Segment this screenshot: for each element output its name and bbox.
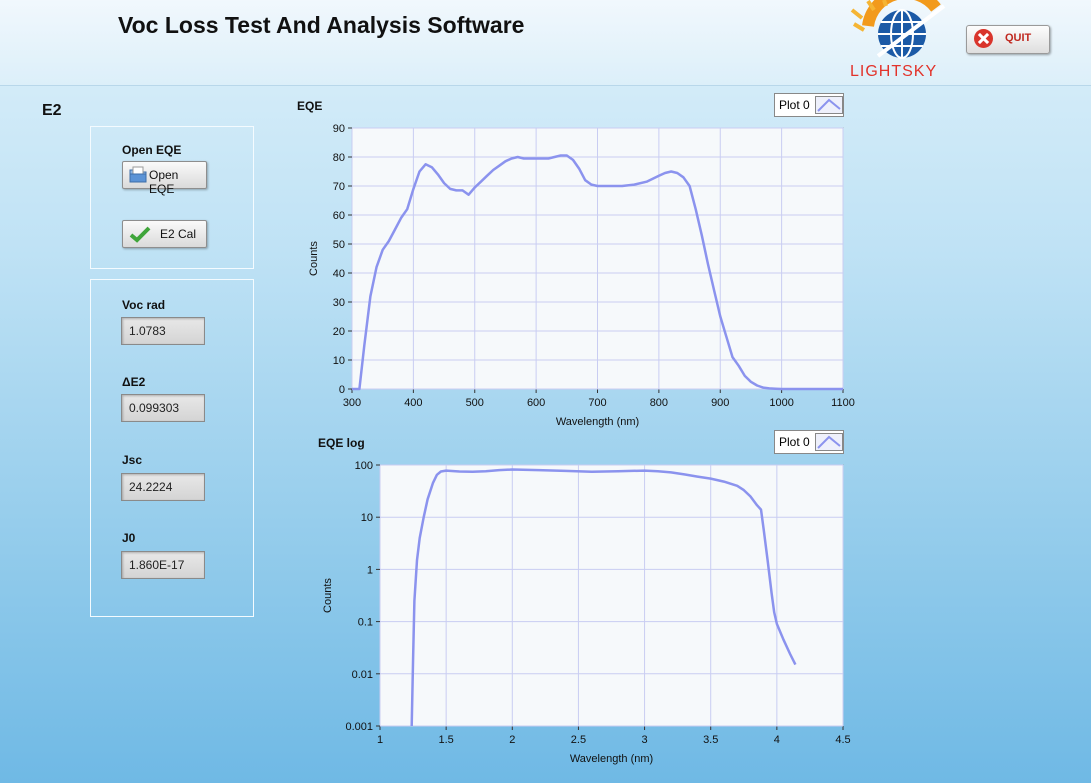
x-tick-label: 4.5 (835, 734, 850, 746)
open-eqe-button[interactable]: Open EQE (122, 161, 207, 196)
checkmark-icon (129, 226, 151, 243)
header-bar: Voc Loss Test And Analysis Software LIGH… (0, 0, 1091, 86)
y-axis-label: Counts (322, 578, 334, 613)
jsc-value: 24.2224 (129, 480, 173, 494)
y-tick-label: 0.01 (352, 669, 373, 681)
y-axis-label: Counts (308, 241, 320, 276)
close-icon (974, 29, 993, 48)
open-eqe-label: Open EQE (122, 143, 182, 157)
lightsky-logo (850, 0, 946, 59)
x-tick-label: 900 (711, 397, 729, 409)
x-tick-label: 700 (588, 397, 606, 409)
x-tick-label: 1.5 (438, 734, 453, 746)
y-tick-label: 60 (333, 210, 345, 222)
x-tick-label: 400 (404, 397, 422, 409)
e2-cal-button[interactable]: E2 Cal (122, 220, 207, 248)
voc-rad-indicator: 1.0783 (121, 317, 205, 345)
results-group (90, 279, 254, 617)
quit-button[interactable]: QUIT (966, 25, 1050, 54)
x-tick-label: 2 (509, 734, 515, 746)
logo-text: LIGHTSKY (850, 63, 938, 80)
y-tick-label: 10 (361, 512, 373, 524)
j0-indicator: 1.860E-17 (121, 551, 205, 579)
x-tick-label: 500 (466, 397, 484, 409)
e2-cal-button-label: E2 Cal (160, 227, 197, 241)
y-tick-label: 80 (333, 152, 345, 164)
y-tick-label: 1 (367, 564, 373, 576)
app-title: Voc Loss Test And Analysis Software (118, 12, 525, 38)
plot-area (379, 464, 844, 727)
eqe-log-plot-legend[interactable]: Plot 0 (774, 430, 844, 454)
delta-e2-label: ΔE2 (122, 375, 146, 389)
y-tick-label: 20 (333, 326, 345, 338)
x-axis-label: Wavelength (nm) (570, 753, 653, 765)
x-tick-label: 1 (377, 734, 383, 746)
y-tick-label: 30 (333, 297, 345, 309)
line-style-icon (815, 433, 843, 451)
x-tick-label: 600 (527, 397, 545, 409)
y-tick-label: 0 (339, 384, 345, 396)
quit-label: QUIT (1005, 32, 1032, 44)
x-axis-label: Wavelength (nm) (556, 416, 639, 428)
delta-e2-value: 0.099303 (129, 401, 180, 415)
x-tick-label: 2.5 (571, 734, 586, 746)
y-tick-label: 0.1 (358, 617, 373, 629)
x-tick-label: 3.5 (703, 734, 718, 746)
eqe-log-graph-title: EQE log (318, 436, 365, 450)
eqe-log-chart[interactable]: 1 1.5 2 2.5 3 3.5 4 4.5 0.001 0.01 0.1 1 10 100 Wavele… (296, 455, 866, 769)
open-eqe-button-label: Open EQE (149, 168, 179, 196)
x-tick-label: 800 (650, 397, 668, 409)
x-tick-label: 1100 (831, 397, 855, 409)
y-tick-label: 10 (333, 355, 345, 367)
x-tick-label: 300 (343, 397, 361, 409)
line-style-icon (815, 96, 843, 114)
eqe-graph-title: EQE (297, 99, 323, 113)
eqe-log-legend-label: Plot 0 (779, 435, 810, 449)
j0-value: 1.860E-17 (129, 558, 185, 572)
jsc-label: Jsc (122, 453, 143, 467)
voc-rad-label: Voc rad (122, 298, 166, 312)
y-tick-label: 50 (333, 239, 345, 251)
series-line (410, 468, 797, 727)
eqe-legend-label: Plot 0 (779, 98, 810, 112)
y-tick-label: 0.001 (345, 721, 373, 733)
control-group (90, 126, 254, 269)
jsc-indicator: 24.2224 (121, 473, 205, 501)
folder-icon (129, 166, 147, 183)
page-label: E2 (42, 102, 62, 119)
x-tick-label: 4 (774, 734, 780, 746)
eqe-chart[interactable]: 300 400 500 600 700 800 900 1000 1100 0 10 20 30 40 50… (296, 118, 866, 432)
voc-rad-value: 1.0783 (129, 324, 166, 338)
delta-e2-indicator: 0.099303 (121, 394, 205, 422)
series-line (352, 154, 843, 391)
x-tick-label: 3 (642, 734, 648, 746)
y-tick-label: 100 (355, 460, 373, 472)
y-tick-label: 70 (333, 181, 345, 193)
y-tick-label: 90 (333, 123, 345, 135)
eqe-plot-legend[interactable]: Plot 0 (774, 93, 844, 117)
j0-label: J0 (122, 531, 136, 545)
x-tick-label: 1000 (769, 397, 793, 409)
y-tick-label: 40 (333, 268, 345, 280)
